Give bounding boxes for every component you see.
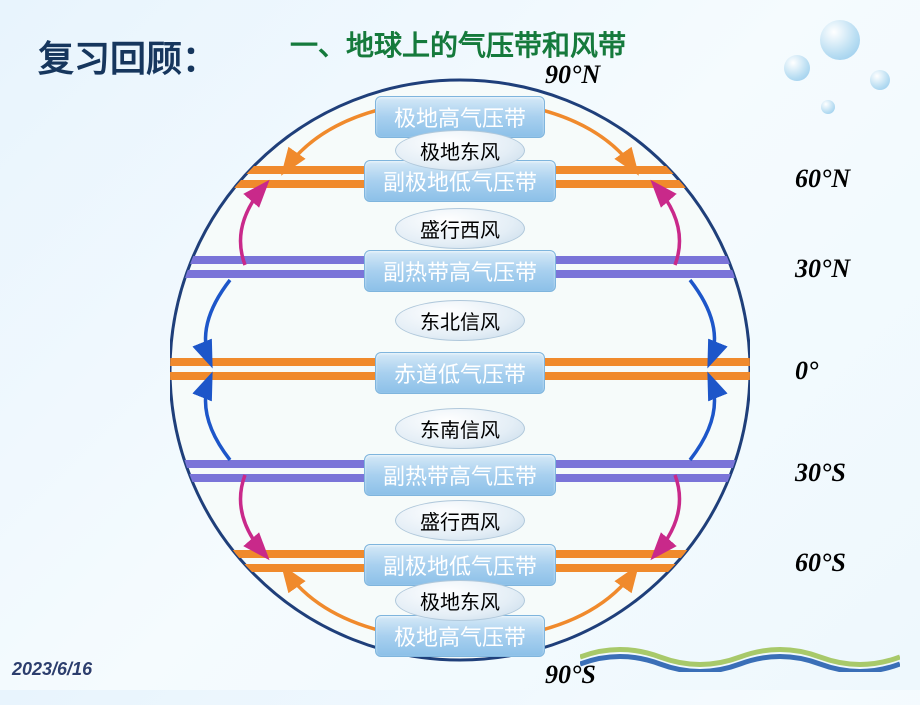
decor-swoosh: [580, 642, 900, 672]
decor-bubble: [870, 70, 890, 90]
decor-bubble: [784, 55, 810, 81]
page-title-right: 一、地球上的气压带和风带: [290, 24, 626, 64]
lat-0: 0°: [795, 356, 818, 386]
wind-polar-east-s: 极地东风: [395, 580, 525, 621]
decor-bubble: [821, 100, 835, 114]
wind-westerly-n: 盛行西风: [395, 208, 525, 249]
wind-trade-ne: 东北信风: [395, 300, 525, 341]
lat-30n: 30°N: [795, 254, 850, 284]
belt-subtrop-high-n: 副热带高气压带: [364, 250, 556, 292]
lat-30s: 30°S: [795, 458, 846, 488]
decor-bubble: [820, 20, 860, 60]
lat-60s: 60°S: [795, 548, 846, 578]
belt-subtrop-high-s: 副热带高气压带: [364, 454, 556, 496]
wind-trade-se: 东南信风: [395, 408, 525, 449]
circulation-diagram: 90°N 60°N 30°N 0° 30°S 60°S 90°S 极地高气压带 …: [170, 60, 750, 680]
footer-date: 2023/6/16: [12, 659, 92, 680]
wind-polar-east-n: 极地东风: [395, 130, 525, 171]
wind-westerly-s: 盛行西风: [395, 500, 525, 541]
lat-60n: 60°N: [795, 164, 850, 194]
lat-90n: 90°N: [545, 60, 600, 90]
belt-equator-low: 赤道低气压带: [375, 352, 545, 394]
belt-polar-high-s: 极地高气压带: [375, 615, 545, 657]
